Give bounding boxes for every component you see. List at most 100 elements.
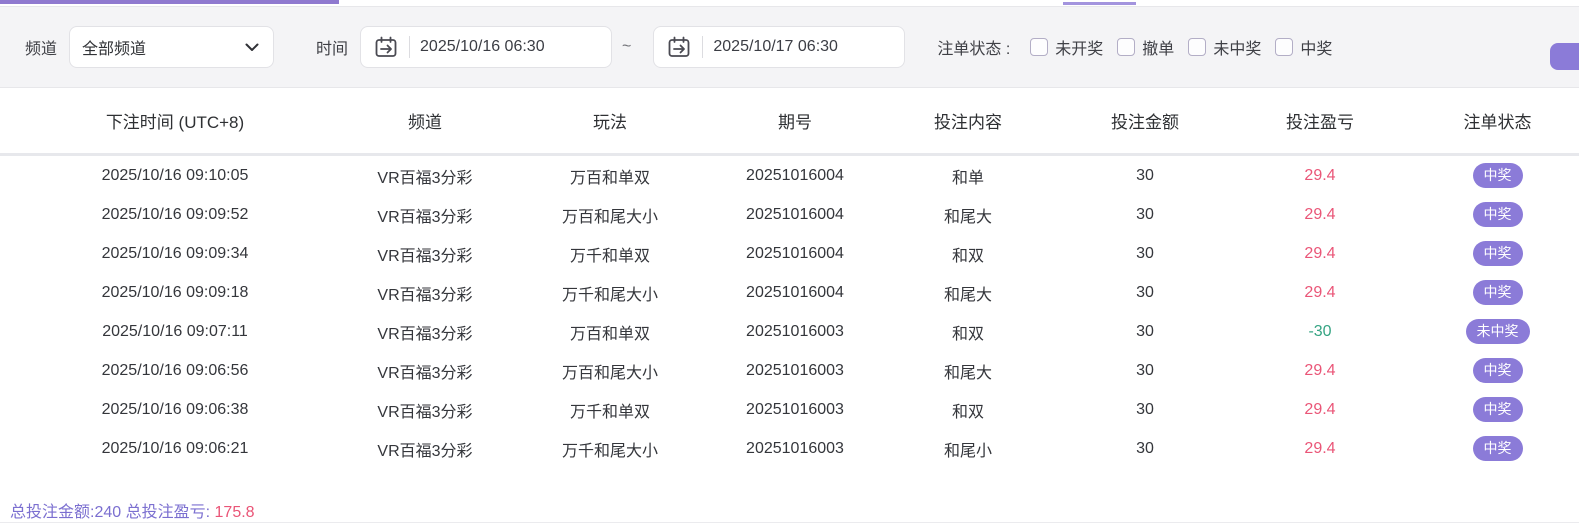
cell-bet-amount: 30: [1136, 205, 1154, 223]
calendar-icon: [373, 34, 399, 60]
status-checkbox-option[interactable]: 撤单: [1117, 35, 1174, 59]
table-row: 2025/10/16 09:10:05 VR百福3分彩 万百和单双 202510…: [0, 155, 1579, 196]
cell-status: 中奖: [1416, 195, 1579, 234]
table-row: 2025/10/16 09:06:56 VR百福3分彩 万百和尾大小 20251…: [0, 351, 1579, 390]
date-from-input[interactable]: 2025/10/16 06:30: [360, 26, 613, 68]
status-checkbox-option[interactable]: 未中奖: [1188, 35, 1261, 59]
cell-profit: 29.4: [1304, 361, 1336, 379]
cell-channel: VR百福3分彩: [377, 325, 473, 343]
cell-bet-time: 2025/10/16 09:09:18: [101, 283, 249, 301]
cell-play-type: 万百和尾大小: [561, 208, 658, 226]
table-body: 2025/10/16 09:10:05 VR百福3分彩 万百和单双 202510…: [0, 155, 1579, 469]
cell-bet-amount: 30: [1136, 400, 1154, 418]
cell-play-type: 万千和单双: [569, 247, 650, 265]
cell-issue-number: 20251016004: [746, 283, 844, 301]
status-badge: 中奖: [1472, 397, 1523, 422]
cell-bet-amount: 30: [1136, 244, 1154, 262]
checkbox[interactable]: [1030, 38, 1049, 56]
cell-channel: VR百福3分彩: [377, 169, 473, 187]
status-badge: 中奖: [1472, 358, 1523, 383]
table-row: 2025/10/16 09:09:18 VR百福3分彩 万千和尾大小 20251…: [0, 273, 1579, 312]
checkbox[interactable]: [1117, 38, 1136, 56]
cell-profit: 29.4: [1304, 400, 1336, 418]
column-header: 玩法: [500, 88, 720, 156]
bet-status-label: 注单状态 :: [937, 41, 1011, 58]
cell-play-type: 万百和尾大小: [561, 364, 658, 382]
cell-bet-amount: 30: [1136, 361, 1154, 379]
checkbox[interactable]: [1188, 38, 1207, 56]
cell-status: 中奖: [1416, 234, 1579, 273]
table-header: 下注时间 (UTC+8) 频道 玩法 期号 投注内容 投注金额 投注盈亏 注单状态: [0, 88, 1579, 156]
input-divider: [409, 36, 411, 58]
calendar-icon: [666, 34, 692, 60]
status-badge: 中奖: [1472, 163, 1523, 188]
cell-bet-time: 2025/10/16 09:06:38: [101, 400, 249, 418]
bet-status-checkbox-group: 未开奖 撤单 未中奖 中奖: [1016, 35, 1332, 59]
bottom-divider: [0, 522, 1579, 523]
cell-bet-amount: 30: [1136, 166, 1154, 184]
status-checkbox-option[interactable]: 中奖: [1275, 35, 1332, 59]
cell-bet-amount: 30: [1136, 439, 1154, 457]
status-checkbox-option[interactable]: 未开奖: [1030, 35, 1103, 59]
cell-play-type: 万百和单双: [569, 169, 650, 187]
cell-bet-content: 和单: [951, 169, 984, 187]
cell-bet-time: 2025/10/16 09:07:11: [102, 322, 248, 340]
column-header: 注单状态: [1416, 88, 1579, 156]
date-range-separator: ~: [622, 38, 632, 55]
status-badge: 中奖: [1472, 202, 1523, 227]
cell-profit: 29.4: [1304, 283, 1336, 301]
cell-bet-amount: 30: [1136, 322, 1154, 340]
cell-status: 未中奖: [1416, 312, 1579, 351]
cell-play-type: 万百和单双: [569, 325, 650, 343]
table-row: 2025/10/16 09:06:38 VR百福3分彩 万千和单双 202510…: [0, 390, 1579, 429]
cell-channel: VR百福3分彩: [377, 286, 473, 304]
cell-bet-time: 2025/10/16 09:09:34: [101, 244, 249, 262]
cell-issue-number: 20251016004: [746, 205, 844, 223]
status-badge: 中奖: [1472, 241, 1523, 266]
checkbox-label: 中奖: [1300, 41, 1333, 58]
cell-status: 中奖: [1416, 390, 1579, 429]
time-label: 时间: [316, 41, 349, 58]
chevron-down-icon: [245, 43, 259, 52]
table-row: 2025/10/16 09:06:21 VR百福3分彩 万千和尾大小 20251…: [0, 429, 1579, 468]
checkbox-label: 未开奖: [1055, 41, 1104, 58]
column-header: 下注时间 (UTC+8): [0, 88, 350, 156]
cell-bet-time: 2025/10/16 09:10:05: [101, 166, 249, 184]
totals-summary: 总投注金额:240 总投注盈亏: 175.8: [10, 498, 255, 522]
status-badge: 中奖: [1472, 280, 1523, 305]
cell-status: 中奖: [1416, 429, 1579, 468]
cell-channel: VR百福3分彩: [377, 442, 473, 460]
cell-bet-amount: 30: [1136, 283, 1154, 301]
cell-channel: VR百福3分彩: [377, 208, 473, 226]
query-button[interactable]: [1550, 43, 1579, 70]
bet-records-table: 下注时间 (UTC+8) 频道 玩法 期号 投注内容 投注金额 投注盈亏 注单状态 2025/…: [0, 88, 1579, 468]
cell-status: 中奖: [1416, 273, 1579, 312]
cell-profit: 29.4: [1304, 205, 1336, 223]
cell-bet-content: 和尾大: [943, 208, 992, 226]
column-header: 投注盈亏: [1224, 88, 1416, 156]
total-profit-label: 总投注盈亏:: [125, 504, 211, 521]
table-row: 2025/10/16 09:07:11 VR百福3分彩 万百和单双 202510…: [0, 312, 1579, 351]
checkbox[interactable]: [1275, 38, 1294, 56]
column-header: 频道: [350, 88, 500, 156]
cell-bet-time: 2025/10/16 09:06:56: [101, 361, 249, 379]
column-header: 期号: [720, 88, 870, 156]
loading-progress-bar: [0, 0, 339, 4]
cell-play-type: 万千和单双: [569, 403, 650, 421]
channel-label: 频道: [25, 41, 58, 58]
cell-profit: 29.4: [1304, 166, 1336, 184]
date-to-input[interactable]: 2025/10/17 06:30: [653, 26, 906, 68]
cell-issue-number: 20251016003: [746, 439, 844, 457]
loading-progress-fragment: [1063, 2, 1136, 5]
cell-bet-time: 2025/10/16 09:09:52: [101, 205, 249, 223]
input-divider: [702, 36, 704, 58]
status-badge: 未中奖: [1465, 319, 1530, 344]
cell-bet-content: 和双: [951, 247, 984, 265]
channel-select[interactable]: 全部频道: [69, 26, 275, 68]
status-badge: 中奖: [1472, 436, 1523, 461]
checkbox-label: 撤单: [1142, 41, 1175, 58]
column-header: 投注内容: [870, 88, 1066, 156]
cell-bet-content: 和尾大: [943, 364, 992, 382]
cell-bet-content: 和尾大: [943, 286, 992, 304]
